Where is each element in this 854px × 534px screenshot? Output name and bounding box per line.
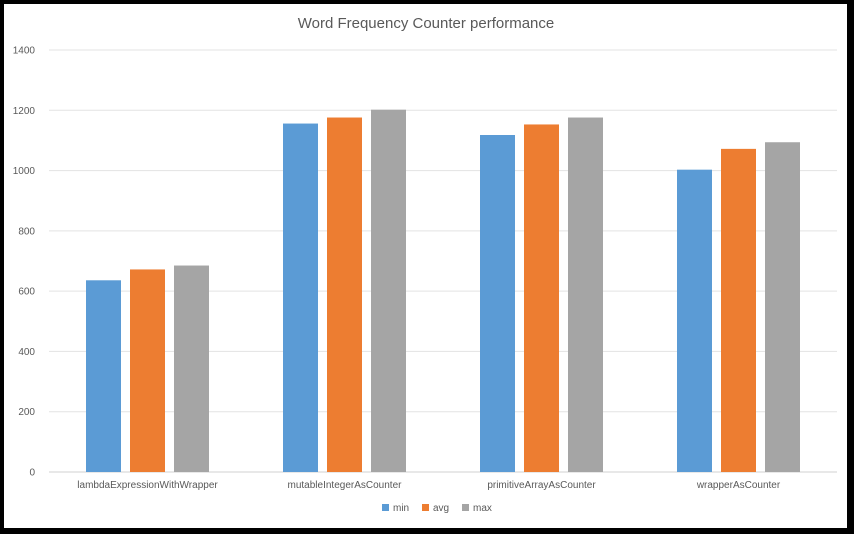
bar-min-3 (677, 169, 712, 472)
x-tick-label: mutableIntegerAsCounter (288, 480, 403, 491)
y-tick-label: 800 (18, 226, 35, 237)
bar-avg-1 (327, 117, 362, 473)
y-tick-label: 600 (18, 287, 35, 298)
bar-max-0 (174, 265, 209, 472)
bar-max-1 (371, 109, 406, 472)
legend-label-avg: avg (433, 503, 449, 514)
bar-max-3 (765, 142, 800, 473)
bar-min-2 (480, 135, 515, 472)
y-axis-tick-labels: 0 200 400 600 800 1000 1200 1400 (13, 46, 36, 479)
x-axis-tick-labels: lambdaExpressionWithWrapper mutableIntege… (77, 480, 781, 491)
legend-swatch-min (382, 504, 389, 511)
y-tick-label: 1400 (13, 46, 36, 57)
y-tick-label: 0 (29, 468, 35, 479)
bar-min-1 (283, 123, 318, 472)
chart-title: Word Frequency Counter performance (298, 15, 555, 32)
legend-swatch-max (462, 504, 469, 511)
legend-swatch-avg (422, 504, 429, 511)
x-tick-label: primitiveArrayAsCounter (487, 480, 596, 491)
x-tick-label: wrapperAsCounter (696, 480, 781, 491)
bar-avg-0 (130, 269, 165, 472)
gridlines (49, 49, 837, 473)
x-tick-label: lambdaExpressionWithWrapper (77, 480, 218, 491)
legend-label-min: min (393, 503, 409, 514)
y-tick-label: 200 (18, 407, 35, 418)
y-tick-label: 1000 (13, 166, 36, 177)
chart-frame: Word Frequency Counter performance 0 200 4… (4, 4, 847, 528)
y-tick-label: 1200 (13, 106, 36, 117)
y-tick-label: 400 (18, 347, 35, 358)
bar-avg-3 (721, 148, 756, 472)
legend-label-max: max (473, 503, 492, 514)
bar-chart: Word Frequency Counter performance 0 200 4… (13, 15, 837, 514)
bar-avg-2 (524, 124, 559, 473)
legend: min avg max (382, 503, 492, 514)
bar-max-2 (568, 117, 603, 473)
bar-min-0 (86, 280, 121, 472)
bars (86, 109, 800, 473)
